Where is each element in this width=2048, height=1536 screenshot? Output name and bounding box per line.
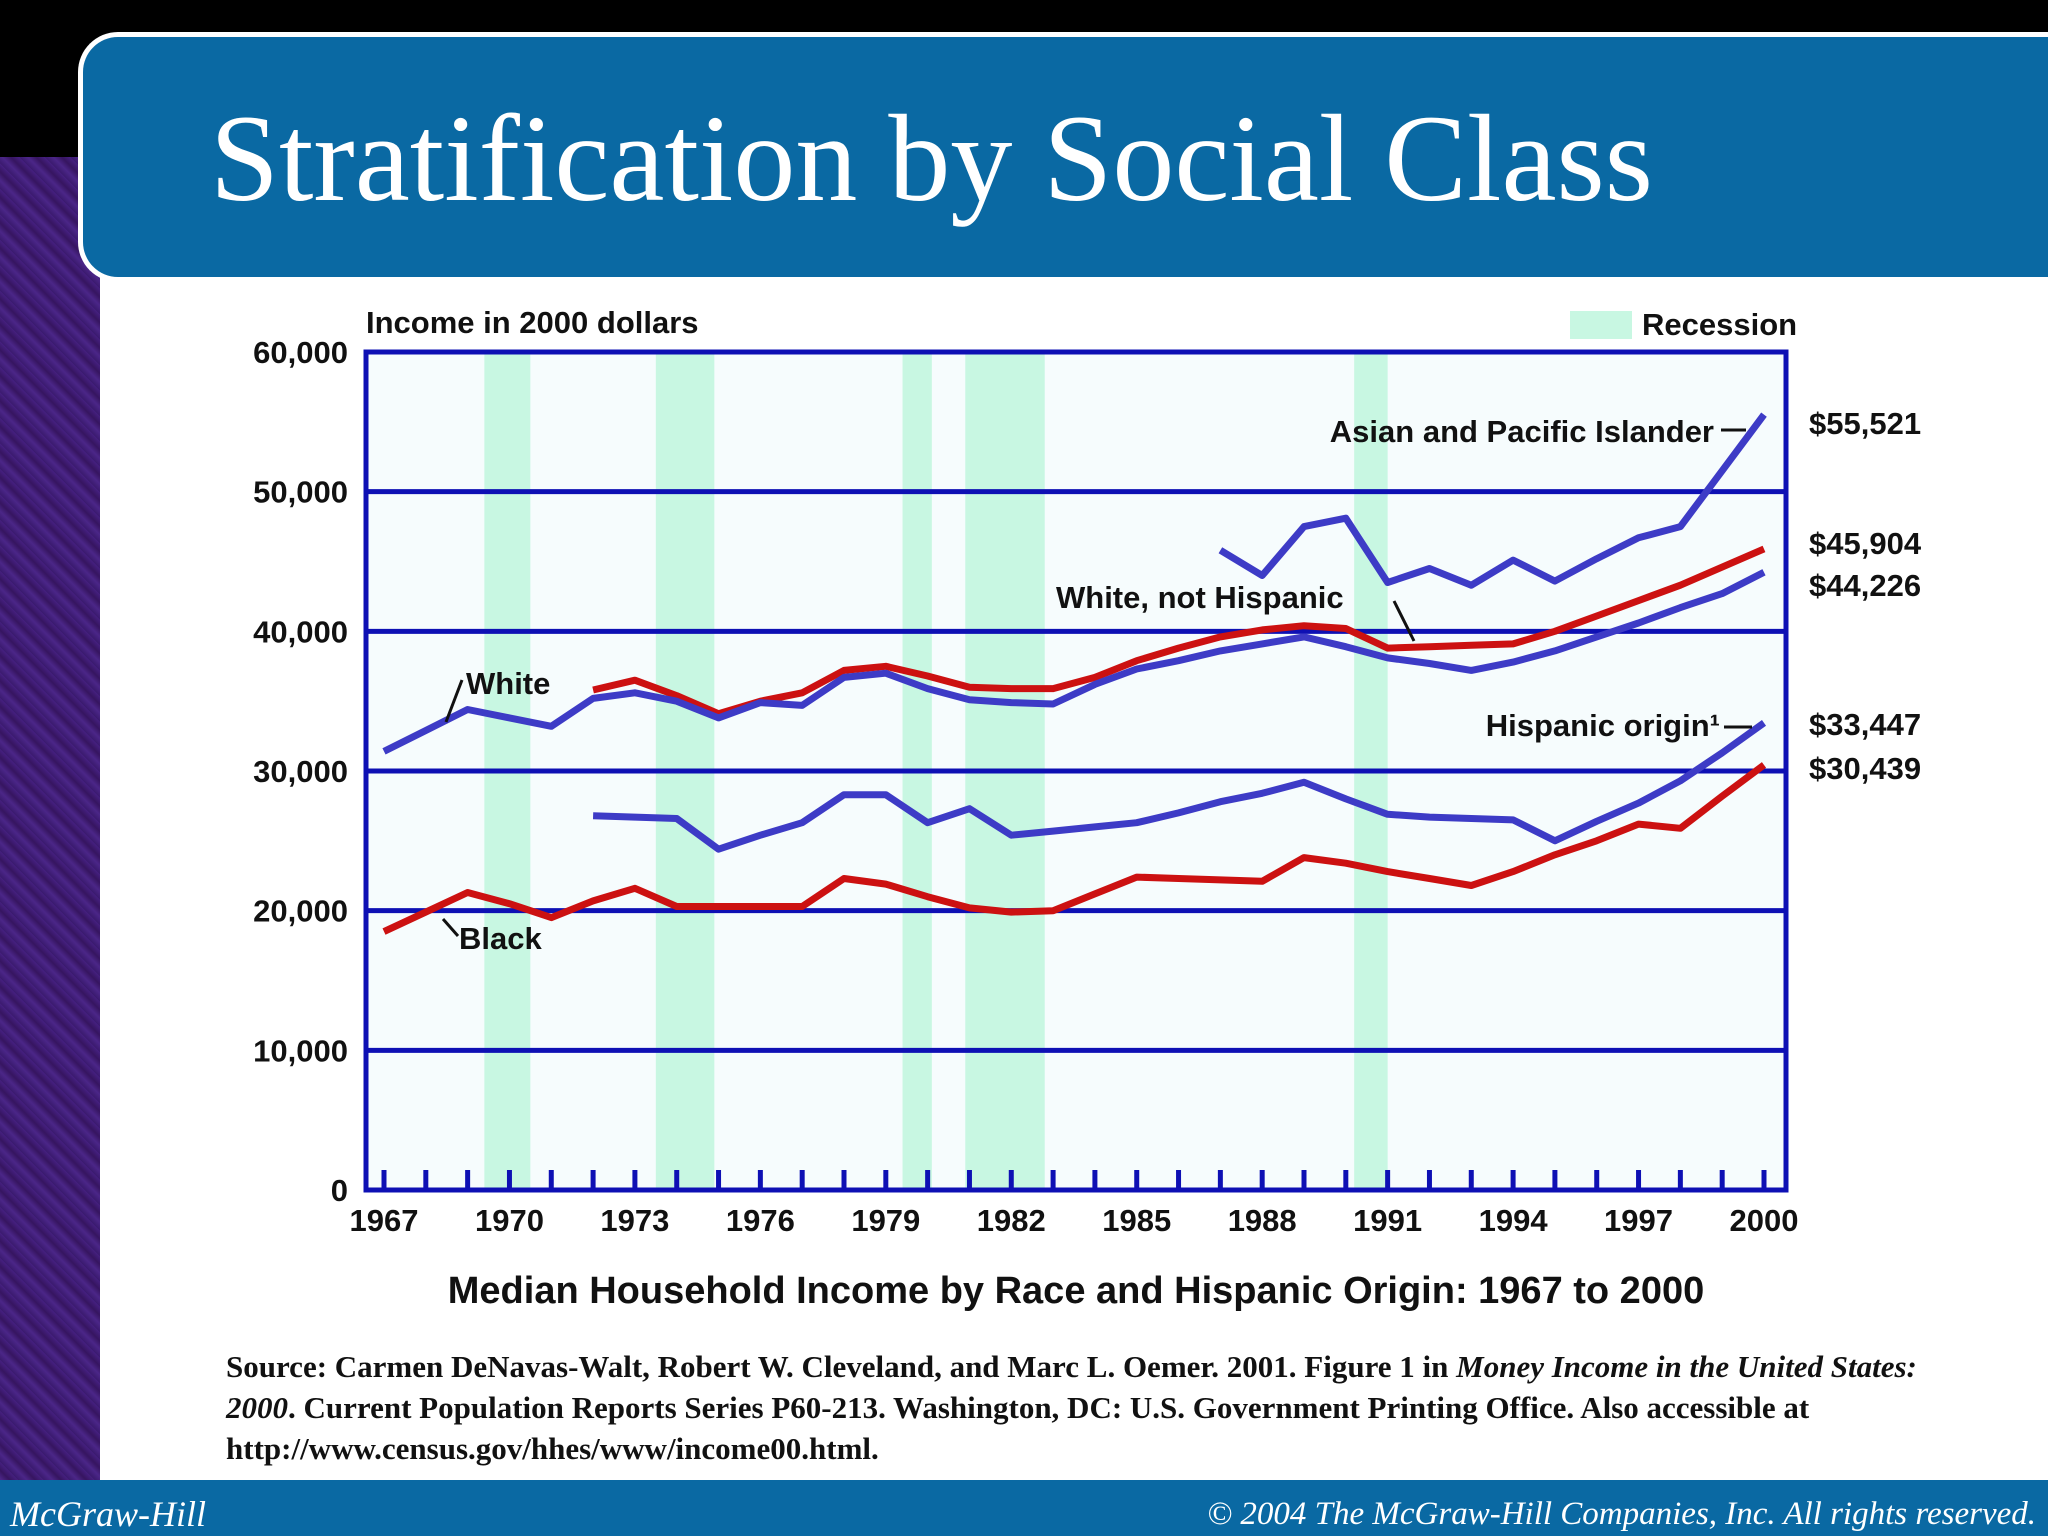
leader-black xyxy=(441,918,460,937)
source-italic-title: Money Income in the United States: 2000 xyxy=(226,1349,1917,1425)
x-tick-label: 2000 xyxy=(1730,1203,1799,1238)
y-tick-label: 30,000 xyxy=(253,754,348,789)
end-value-white: $44,226 xyxy=(1809,568,1921,603)
series-white-line xyxy=(382,569,1766,755)
legend-recession-swatch xyxy=(1570,311,1632,339)
y-tick-label: 20,000 xyxy=(253,894,348,929)
y-axis-label: Income in 2000 dollars xyxy=(366,305,699,340)
x-tick-label: 1988 xyxy=(1228,1203,1297,1238)
y-tick-label: 60,000 xyxy=(253,335,348,370)
x-tick-label: 1970 xyxy=(475,1203,544,1238)
y-tick-label: 40,000 xyxy=(253,614,348,649)
footer-bar xyxy=(0,1480,2048,1536)
end-value-white-not-hispanic: $45,904 xyxy=(1809,526,1922,561)
x-tick-label: 1982 xyxy=(977,1203,1046,1238)
x-tick-label: 1991 xyxy=(1353,1203,1422,1238)
end-value-asian-pacific: $55,521 xyxy=(1809,406,1921,441)
leader-white xyxy=(444,679,464,723)
y-tick-label: 10,000 xyxy=(253,1033,348,1068)
left-decorative-band xyxy=(0,157,100,1487)
y-tick-label: 50,000 xyxy=(253,475,348,510)
series-white-not-hispanic-line xyxy=(592,545,1766,718)
x-tick-label: 1967 xyxy=(350,1203,419,1238)
x-tick-label: 1985 xyxy=(1102,1203,1171,1238)
series-black-line xyxy=(382,762,1767,935)
end-value-black: $30,439 xyxy=(1809,751,1921,786)
label-black: Black xyxy=(459,921,542,956)
slide-title: Stratification by Social Class xyxy=(210,90,1654,227)
plot-frame xyxy=(363,349,1789,1193)
title-bar xyxy=(78,32,2048,282)
end-value-hispanic-origin: $33,447 xyxy=(1809,707,1921,742)
source-citation: Source: Carmen DeNavas-Walt, Robert W. C… xyxy=(226,1349,1917,1466)
x-tick-label: 1997 xyxy=(1604,1203,1673,1238)
label-hispanic-origin: Hispanic origin¹ xyxy=(1486,708,1720,743)
x-tick-label: 1973 xyxy=(600,1203,669,1238)
series-hispanic-origin-line xyxy=(592,720,1767,853)
x-tick-label: 1976 xyxy=(726,1203,795,1238)
chart-title: Median Household Income by Race and Hisp… xyxy=(448,1270,1704,1312)
series-asian-pacific-line xyxy=(1218,412,1767,589)
label-white: White xyxy=(466,666,550,701)
x-tick-label: 1994 xyxy=(1479,1203,1549,1238)
leader-white-not-hispanic xyxy=(1392,600,1416,642)
label-white-not-hispanic: White, not Hispanic xyxy=(1056,580,1344,615)
label-asian-pacific: Asian and Pacific Islander xyxy=(1330,414,1714,449)
footer-publisher: McGraw-Hill xyxy=(10,1494,206,1534)
footer-copyright: © 2004 The McGraw-Hill Companies, Inc. A… xyxy=(1207,1496,2036,1532)
legend-recession-label: Recession xyxy=(1642,307,1797,342)
y-tick-label: 0 xyxy=(331,1173,348,1208)
x-tick-label: 1979 xyxy=(851,1203,920,1238)
